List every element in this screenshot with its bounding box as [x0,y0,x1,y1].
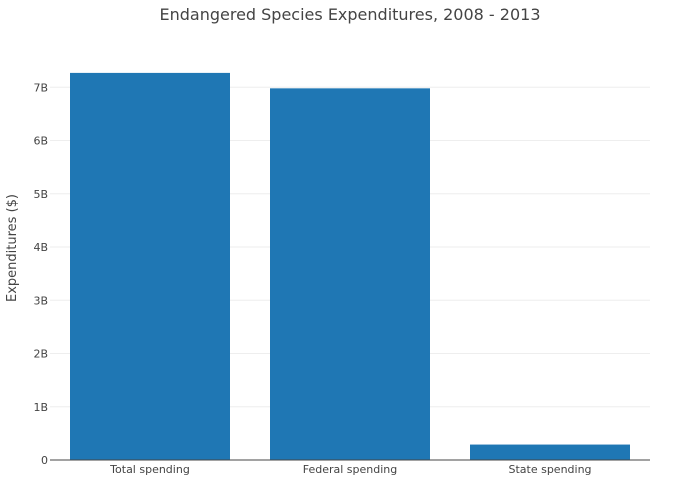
y-tick-label: 6B [33,135,48,148]
y-tick-label: 0 [41,454,48,467]
chart-title: Endangered Species Expenditures, 2008 - … [159,5,540,24]
y-axis-title: Expenditures ($) [5,194,20,302]
bar-federal-spending[interactable] [270,88,430,461]
x-tick-label: Total spending [109,463,190,476]
y-axis-ticks: 0 1B 2B 3B 4B 5B 6B 7B [33,81,48,467]
y-tick-label: 1B [33,401,48,414]
y-tick-label: 3B [33,294,48,307]
y-tick-label: 2B [33,348,48,361]
bar-state-spending[interactable] [470,444,630,460]
bar-total-spending[interactable] [70,72,230,460]
bars [70,72,630,461]
y-tick-label: 7B [33,81,48,94]
y-tick-label: 5B [33,188,48,201]
x-axis-ticks: Total spending Federal spending State spen… [109,463,591,476]
x-tick-label: State spending [508,463,591,476]
y-tick-label: 4B [33,241,48,254]
x-tick-label: Federal spending [303,463,398,476]
